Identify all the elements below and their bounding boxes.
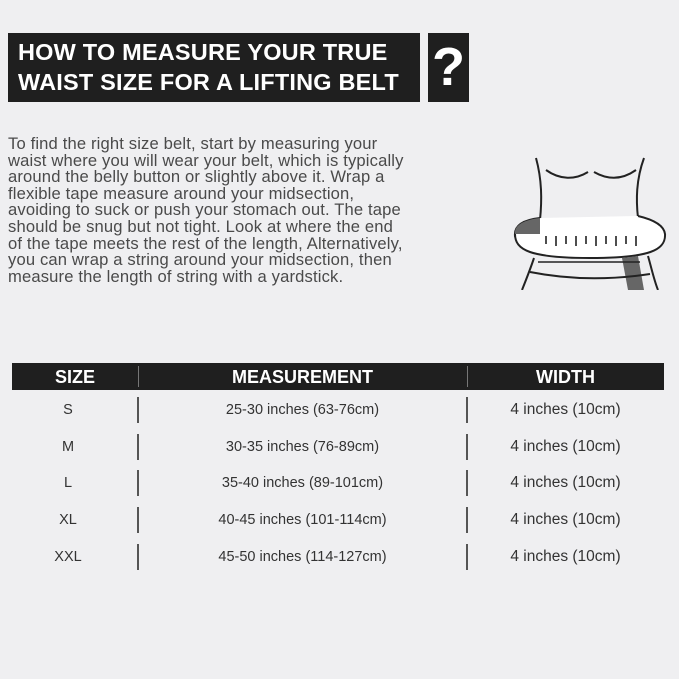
cell-measurement: 45-50 inches (114-127cm) — [218, 549, 387, 565]
header-divider — [138, 366, 139, 387]
row-divider — [137, 434, 139, 460]
row-divider — [466, 434, 468, 460]
instructions-line: of the tape meets the rest of the length… — [8, 233, 403, 253]
instructions-paragraph: To find the right size belt, start by me… — [8, 134, 503, 286]
row-divider — [466, 507, 468, 533]
header-size: SIZE — [54, 367, 95, 387]
row-divider — [137, 397, 139, 423]
table-row: L 35-40 inches (89-101cm) 4 inches (10cm) — [12, 468, 664, 498]
waist-tape-measure-icon — [513, 157, 667, 290]
instructions-line: waist where you will wear your belt, whi… — [8, 150, 404, 170]
title-banner: HOW TO MEASURE YOUR TRUE WAIST SIZE FOR … — [8, 33, 420, 102]
question-mark-badge: ? — [428, 33, 469, 102]
row-divider — [137, 507, 139, 533]
instructions-line: flexible tape measure around your midsec… — [8, 183, 355, 203]
table-row: S 25-30 inches (63-76cm) 4 inches (10cm) — [12, 395, 664, 425]
instructions-line: around the belly button or slightly abov… — [8, 167, 385, 187]
row-divider — [137, 470, 139, 496]
cell-measurement: 25-30 inches (63-76cm) — [225, 402, 380, 418]
instructions-line: should be snug but not tight. Look at wh… — [8, 216, 393, 236]
header-width: WIDTH — [536, 367, 595, 387]
cell-width: 4 inches (10cm) — [510, 474, 621, 491]
row-divider — [466, 544, 468, 570]
cell-width: 4 inches (10cm) — [510, 548, 621, 565]
cell-size: M — [61, 439, 75, 455]
row-divider — [466, 470, 468, 496]
cell-size: XXL — [54, 549, 82, 565]
row-divider — [137, 544, 139, 570]
cell-width: 4 inches (10cm) — [510, 438, 621, 455]
size-table-header: SIZE MEASUREMENT WIDTH — [12, 363, 664, 390]
cell-size: XL — [59, 512, 77, 528]
header-measurement: MEASUREMENT — [231, 367, 373, 387]
table-row: XXL 45-50 inches (114-127cm) 4 inches (10c… — [12, 542, 664, 572]
cell-measurement: 35-40 inches (89-101cm) — [221, 475, 384, 491]
title-line-1: HOW TO MEASURE YOUR TRUE — [18, 39, 388, 65]
cell-width: 4 inches (10cm) — [510, 511, 621, 528]
cell-width: 4 inches (10cm) — [510, 401, 621, 418]
title-line-2: WAIST SIZE FOR A LIFTING BELT — [18, 69, 399, 95]
cell-size: S — [63, 402, 73, 418]
row-divider — [466, 397, 468, 423]
instructions-line: you can wrap a string around your midsec… — [8, 250, 392, 270]
cell-size: L — [63, 475, 73, 491]
cell-measurement: 30-35 inches (76-89cm) — [225, 439, 380, 455]
table-row: M 30-35 inches (76-89cm) 4 inches (10cm) — [12, 432, 664, 462]
table-row: XL 40-45 inches (101-114cm) 4 inches (10cm… — [12, 505, 664, 535]
instructions-line: measure the length of string with a yard… — [8, 266, 344, 286]
header-divider — [467, 366, 468, 387]
cell-measurement: 40-45 inches (101-114cm) — [218, 512, 387, 528]
instructions-line: avoiding to suck or push your stomach ou… — [8, 200, 401, 220]
instructions-line: To find the right size belt, start by me… — [8, 134, 378, 153]
